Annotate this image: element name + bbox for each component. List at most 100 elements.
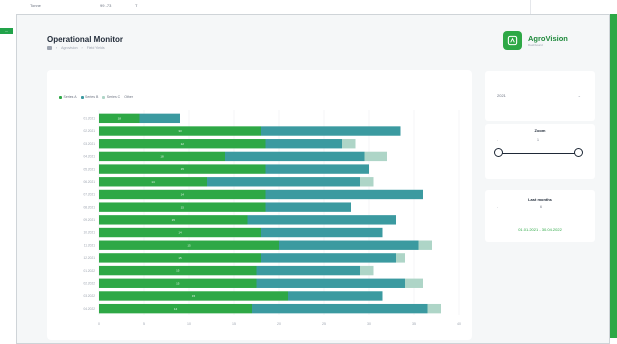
legend-swatch [80, 95, 84, 99]
chart-card: Series A Series B Series C Other 0 5 10 15 2… [47, 70, 472, 340]
range-decrement-button[interactable]: - [497, 205, 499, 209]
bar-segment[interactable] [139, 113, 181, 124]
background-cell: T [135, 3, 138, 8]
bar-segment[interactable] [99, 240, 279, 250]
y-tick-label: 12.2021 [83, 256, 95, 260]
breadcrumb-separator: › [81, 46, 83, 50]
bar-segment[interactable] [364, 151, 388, 162]
bar-segment[interactable] [265, 202, 352, 212]
bar-segment[interactable] [99, 303, 252, 314]
bar-segment[interactable] [99, 215, 248, 225]
brand-name: AgroVision [528, 34, 568, 43]
zoom-min-label: - [497, 138, 499, 142]
bar-segment[interactable] [279, 240, 419, 250]
zoom-value: 1 [537, 138, 539, 142]
x-tick-label: 0 [98, 322, 100, 326]
x-tick-label: 25 [322, 322, 326, 326]
range-value: 6 [540, 205, 542, 209]
bar-segment[interactable] [427, 303, 442, 314]
x-tick-label: 5 [143, 322, 145, 326]
main-window: Operational Monitor › Agrovision › Field… [16, 14, 610, 344]
bar-segment[interactable] [261, 227, 383, 238]
zoom-slider-handle[interactable] [574, 148, 583, 157]
y-tick-label: 04.2021 [83, 155, 95, 159]
bar-segment[interactable] [99, 227, 261, 238]
breadcrumb-separator: › [56, 46, 58, 50]
bar-data-label: 14 [151, 180, 155, 184]
bar-segment[interactable] [265, 164, 370, 174]
y-tick-label: 09.2021 [83, 218, 95, 222]
bar-segment[interactable] [99, 139, 266, 149]
bar-segment[interactable] [247, 215, 397, 225]
y-tick-label: 05.2021 [83, 167, 95, 171]
legend-item[interactable]: Series B [80, 95, 99, 99]
bar-segment[interactable] [256, 278, 406, 288]
bar-segment[interactable] [99, 126, 261, 136]
bar-segment[interactable] [418, 240, 433, 250]
page-title: Operational Monitor [47, 35, 123, 44]
bar-segment[interactable] [288, 291, 383, 301]
bar-segment[interactable] [99, 164, 266, 174]
bar-segment[interactable] [99, 151, 225, 162]
y-tick-label: 03.2021 [83, 142, 95, 146]
bar-segment[interactable] [99, 202, 266, 212]
y-tick-label: 08.2021 [83, 205, 95, 209]
zoom-label: Zoom [534, 128, 546, 133]
legend-swatch [102, 95, 106, 99]
leaf-icon [503, 31, 522, 50]
background-cell: Tonne [30, 3, 41, 8]
bar-segment[interactable] [99, 278, 257, 288]
year-select-value: 2021 [497, 93, 506, 98]
year-select[interactable]: 2021 ⌄ [485, 71, 595, 121]
bar-segment[interactable] [405, 278, 423, 288]
bar-segment[interactable] [360, 265, 374, 276]
zoom-slider-track[interactable] [498, 153, 578, 154]
brand-tagline: Dashboard [528, 43, 543, 47]
bar-data-label: 18 [118, 116, 122, 120]
breadcrumb-item: Field Yields [86, 46, 105, 50]
bar-segment[interactable] [99, 189, 266, 200]
background-header-strip [530, 0, 617, 14]
y-tick-label: 06.2021 [83, 180, 95, 184]
background-cell: 99 -73 [100, 3, 112, 8]
bar-segment[interactable] [207, 177, 360, 187]
bar-data-label: 14 [181, 193, 185, 197]
bar-segment[interactable] [99, 291, 288, 301]
bar-segment[interactable] [99, 113, 140, 124]
chevron-down-icon: ⌄ [577, 93, 581, 98]
legend-item[interactable]: Series C [102, 95, 120, 99]
bar-segment[interactable] [265, 139, 343, 149]
background-tag: — [0, 28, 13, 34]
bar-segment[interactable] [342, 139, 356, 149]
legend-label: Series A [63, 95, 77, 99]
stacked-bar-chart: 0 5 10 15 20 25 30 35 40 01.2021 18 02.2021 33 03.202… [83, 110, 461, 326]
bar-segment[interactable] [396, 253, 405, 263]
bar-data-label: 12 [181, 142, 185, 146]
legend-label: Series B [85, 95, 99, 99]
bar-segment[interactable] [360, 177, 374, 187]
bar-segment[interactable] [252, 303, 428, 314]
zoom-slider-handle[interactable] [494, 148, 503, 157]
legend-swatch [59, 95, 62, 99]
legend-item[interactable]: Series A [59, 95, 77, 99]
bar-data-label: 15 [192, 294, 196, 298]
bar-segment[interactable] [261, 126, 401, 136]
bar-segment[interactable] [99, 265, 257, 276]
bar-segment[interactable] [99, 177, 207, 187]
breadcrumb-item[interactable]: Agrovision [61, 46, 78, 50]
bar-segment[interactable] [265, 189, 424, 200]
bar-segment[interactable] [225, 151, 365, 162]
bar-segment[interactable] [256, 265, 361, 276]
legend-item[interactable]: Other [124, 95, 133, 99]
bar-segment[interactable] [261, 253, 396, 263]
legend-label: Series C [106, 95, 121, 99]
bar-segment[interactable] [99, 253, 261, 263]
bar-data-label: 14 [174, 307, 178, 311]
home-icon[interactable] [47, 46, 52, 50]
x-tick-label: 40 [457, 322, 461, 326]
background-table-header: Tonne 99 -73 T [20, 0, 460, 15]
brand-logo[interactable]: AgroVision Dashboard [503, 31, 568, 50]
legend-label: Other [124, 95, 133, 99]
y-tick-label: 02.2021 [83, 129, 95, 133]
chart-legend: Series A Series B Series C Other [59, 95, 133, 99]
